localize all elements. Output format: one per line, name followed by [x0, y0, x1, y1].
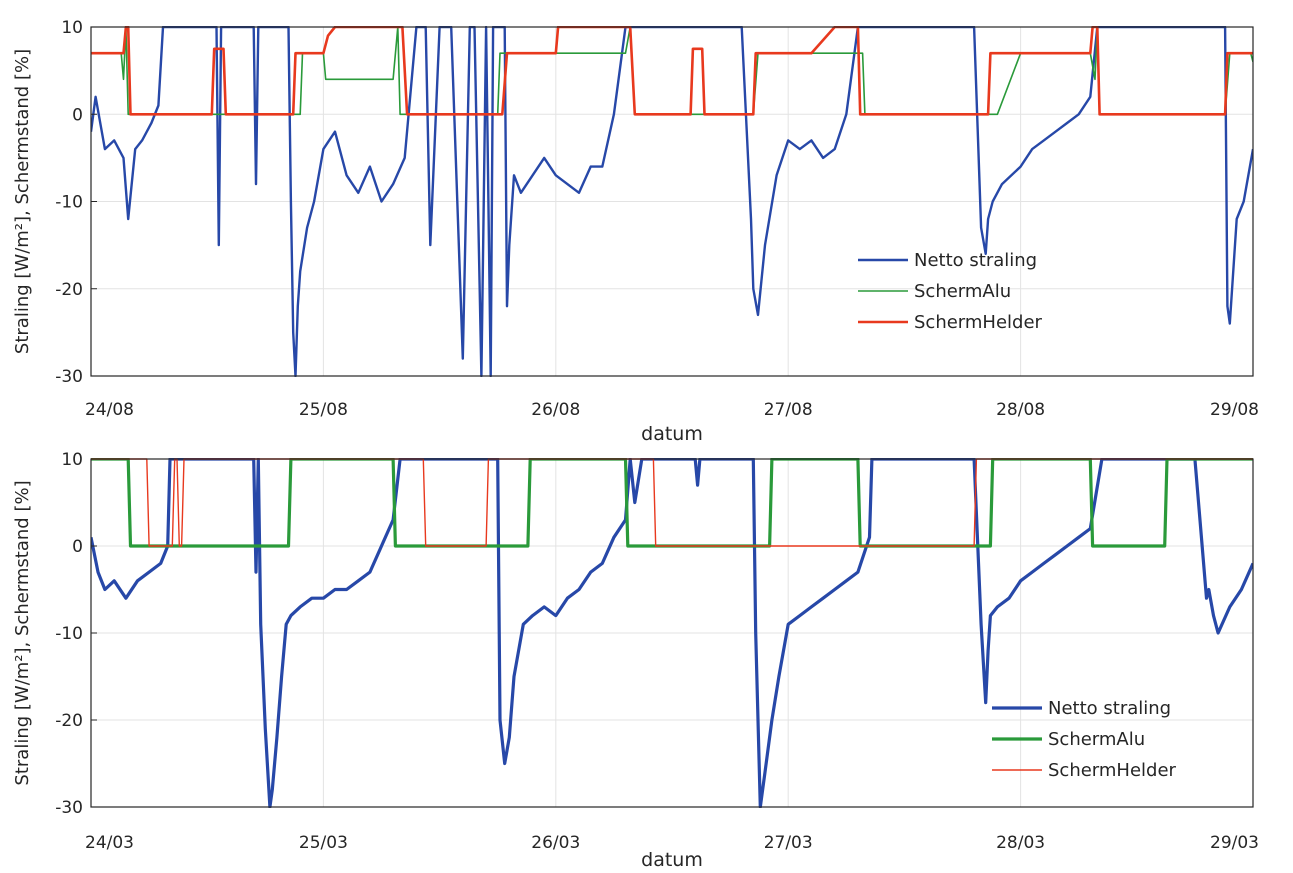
y-tick-label: -20 [55, 280, 83, 300]
x-tick-label: 25/03 [299, 833, 348, 853]
legend-label: SchermAlu [1048, 729, 1145, 750]
y-tick-label: 10 [61, 450, 83, 470]
x-tick-label: 29/08 [1210, 400, 1259, 420]
x-tick-label: 28/03 [996, 833, 1045, 853]
legend: Netto straling SchermAlu SchermHelder [992, 698, 1177, 781]
x-axis-label: datum [641, 849, 703, 871]
x-tick-label: 28/08 [996, 400, 1045, 420]
legend-label: SchermAlu [914, 281, 1011, 302]
legend-label: Netto straling [914, 250, 1037, 271]
legend: Netto straling SchermAlu SchermHelder [858, 250, 1043, 333]
y-axis-label: Straling [W/m²], Schermstand [%] [12, 480, 33, 785]
x-tick-label: 24/08 [85, 400, 134, 420]
chart-panel-1: -30 -20 -10 0 10 24/08 25/08 26/08 27/08 28/08 29/… [12, 18, 1259, 445]
x-tick-label: 25/08 [299, 400, 348, 420]
x-tick-label: 27/03 [764, 833, 813, 853]
y-tick-label: 0 [72, 537, 83, 557]
x-tick-label: 29/03 [1210, 833, 1259, 853]
legend-label: Netto straling [1048, 698, 1171, 719]
y-tick-label: 10 [61, 18, 83, 38]
x-tick-label: 24/03 [85, 833, 134, 853]
y-tick-label: -10 [55, 193, 83, 213]
x-axis-label: datum [641, 423, 703, 445]
y-tick-label: -20 [55, 711, 83, 731]
y-tick-label: 0 [72, 105, 83, 125]
chart-panel-2: -30 -20 -10 0 10 24/03 25/03 26/03 27/03 28/03 29/… [12, 450, 1259, 871]
legend-label: SchermHelder [914, 312, 1043, 333]
x-tick-label: 26/08 [531, 400, 580, 420]
series-line-schermhelder [91, 458, 1253, 547]
x-tick-label: 26/03 [531, 833, 580, 853]
legend-label: SchermHelder [1048, 760, 1177, 781]
y-tick-label: -30 [55, 367, 83, 387]
y-tick-label: -30 [55, 798, 83, 818]
y-tick-label: -10 [55, 624, 83, 644]
x-tick-label: 27/08 [764, 400, 813, 420]
y-axis-label: Straling [W/m²], Schermstand [%] [12, 49, 33, 354]
